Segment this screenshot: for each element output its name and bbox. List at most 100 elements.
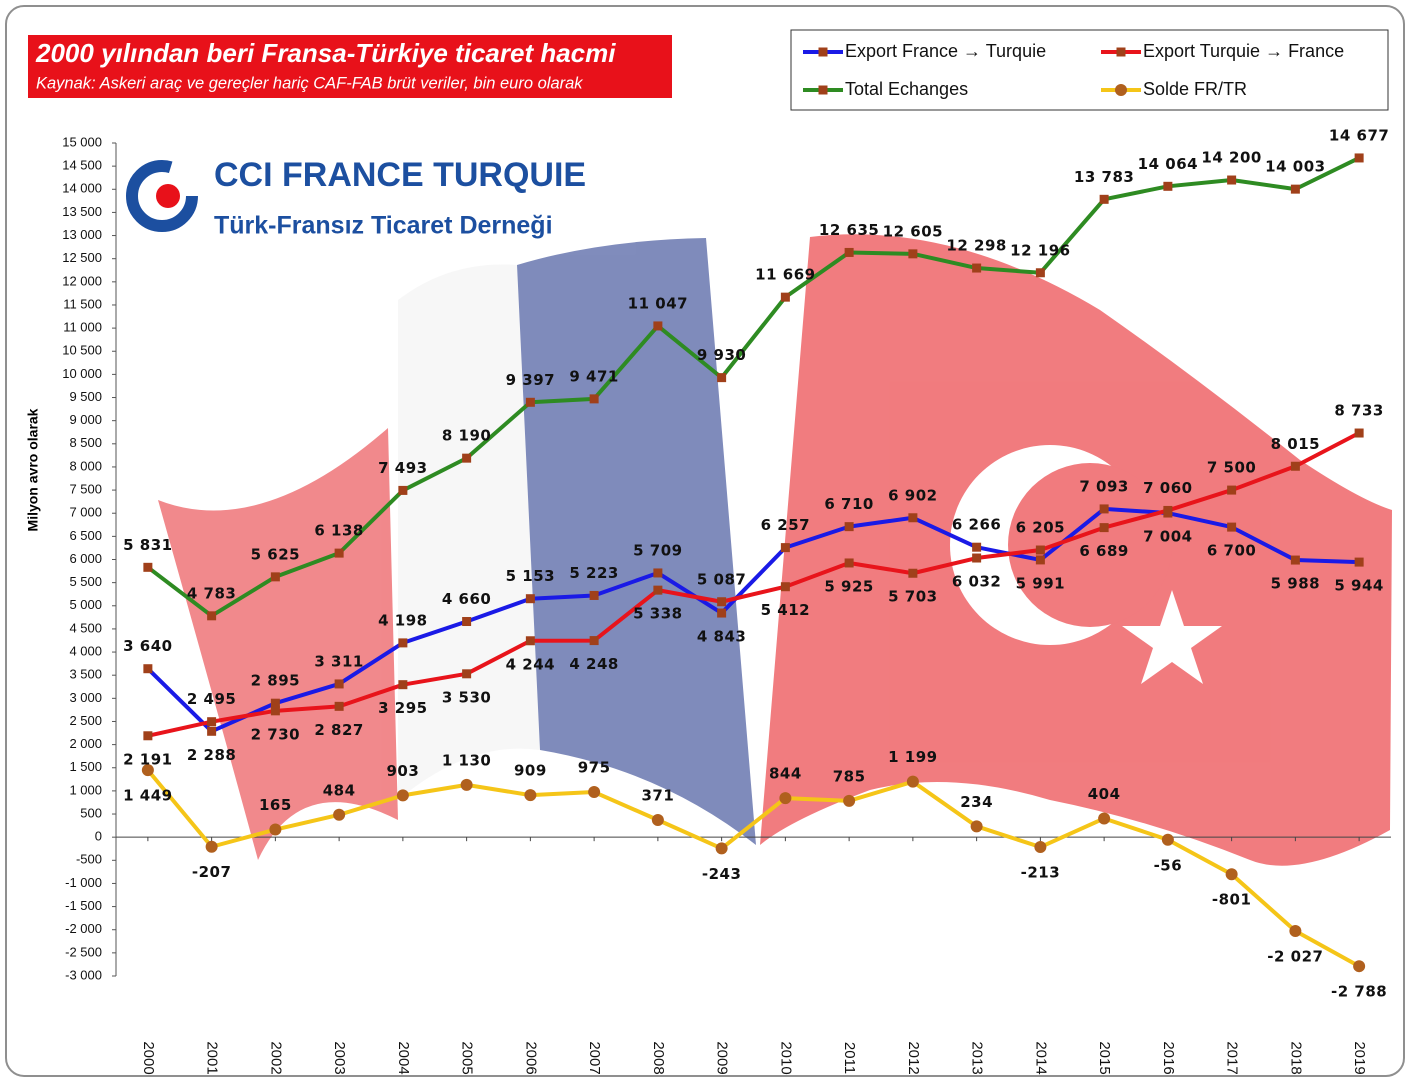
data-label: 4 198	[378, 611, 427, 629]
legend-label: Export France → Turquie	[845, 41, 1046, 61]
marker	[207, 726, 217, 736]
series-line	[146, 156, 1361, 618]
data-label: 7 493	[378, 459, 427, 477]
y-tick-label: 13 000	[62, 227, 102, 242]
marker	[972, 263, 982, 273]
x-tick-label: 2007	[586, 1041, 603, 1074]
marker	[270, 698, 280, 708]
marker	[717, 373, 727, 383]
data-label: 5 703	[888, 588, 937, 606]
data-label: 11 669	[755, 266, 815, 284]
y-tick-label: 2 500	[69, 713, 102, 728]
data-label: 6 710	[824, 495, 873, 513]
marker	[1163, 181, 1173, 191]
data-label: 5 625	[251, 545, 300, 563]
legend-marker	[1116, 47, 1126, 57]
y-tick-label: 3 500	[69, 667, 102, 682]
y-tick-label: 4 000	[69, 643, 102, 658]
marker	[653, 568, 663, 578]
data-label: 484	[323, 781, 356, 799]
series-line	[147, 431, 1361, 738]
marker	[462, 453, 472, 463]
y-tick-label: 4 500	[69, 620, 102, 635]
marker	[1035, 268, 1045, 278]
marker	[844, 558, 854, 568]
marker	[653, 321, 663, 331]
marker	[588, 786, 601, 799]
data-label: 3 295	[378, 699, 427, 717]
marker	[398, 638, 408, 648]
data-label: 5 223	[569, 564, 618, 582]
y-tick-label: 6 000	[69, 551, 102, 566]
marker	[589, 590, 599, 600]
x-tick-label: 2003	[331, 1041, 348, 1074]
y-axis-label: Milyon avro olarak	[25, 408, 41, 531]
marker	[1354, 428, 1364, 438]
y-tick-label: 2 000	[69, 736, 102, 751]
marker	[270, 572, 280, 582]
data-label: 844	[769, 765, 802, 783]
marker	[1099, 523, 1109, 533]
y-tick-label: 11 500	[63, 296, 102, 311]
data-label: 4 843	[697, 628, 746, 646]
data-label: 903	[386, 762, 419, 780]
marker	[207, 611, 217, 621]
data-label: 13 783	[1074, 168, 1134, 186]
marker	[398, 680, 408, 690]
data-label: 1 199	[888, 748, 937, 766]
data-label: 785	[833, 767, 866, 785]
marker	[462, 669, 472, 679]
data-label: 909	[514, 762, 547, 780]
data-label: 5 944	[1334, 577, 1383, 595]
x-tick-label: 2005	[459, 1041, 476, 1074]
y-tick-label: 10 000	[62, 366, 102, 381]
marker	[1354, 153, 1364, 163]
data-label: 12 635	[819, 221, 879, 239]
data-label: 1 449	[123, 787, 172, 805]
marker	[972, 542, 982, 552]
y-tick-label: -1 000	[65, 875, 102, 890]
marker	[717, 597, 727, 607]
data-label: 6 266	[952, 516, 1001, 534]
data-label: 3 311	[314, 652, 363, 670]
data-label: 4 244	[506, 655, 555, 673]
y-tick-label: 12 000	[62, 273, 102, 288]
data-label: 2 191	[123, 750, 172, 768]
y-tick-label: 3 000	[69, 690, 102, 705]
marker	[205, 840, 218, 853]
marker	[143, 664, 153, 674]
data-label: 9 397	[506, 371, 555, 389]
data-label: -56	[1154, 856, 1183, 874]
legend-label: Solde FR/TR	[1143, 79, 1247, 99]
y-tick-label: -2 000	[65, 921, 102, 936]
marker	[207, 717, 217, 727]
logo-subtitle: Türk-Fransız Ticaret Derneği	[214, 212, 553, 240]
marker	[908, 249, 918, 259]
marker	[143, 731, 153, 741]
data-label: 12 196	[1010, 241, 1070, 259]
marker	[653, 585, 663, 595]
data-label: 5 412	[761, 601, 810, 619]
y-tick-label: -2 500	[65, 944, 102, 959]
data-label: -207	[192, 863, 232, 881]
marker	[906, 775, 919, 788]
data-label: 5 338	[633, 605, 682, 623]
marker	[1225, 868, 1238, 881]
marker	[717, 608, 727, 618]
chart-subtitle: Kaynak: Askeri araç ve gereçler hariç CA…	[36, 74, 583, 92]
data-label: 5 991	[1016, 574, 1065, 592]
marker	[651, 813, 664, 826]
marker	[970, 820, 983, 833]
marker	[525, 594, 535, 604]
marker	[396, 789, 409, 802]
marker	[1289, 924, 1302, 937]
y-tick-label: 13 500	[62, 204, 102, 219]
data-label: 2 895	[251, 672, 300, 690]
y-tick-label: 1 500	[69, 759, 102, 774]
marker	[1035, 545, 1045, 555]
data-label: -2 027	[1267, 947, 1323, 965]
marker	[1034, 841, 1047, 854]
data-label: 4 660	[442, 590, 491, 608]
data-label: 2 730	[251, 725, 300, 743]
data-label: 1 130	[442, 751, 491, 769]
